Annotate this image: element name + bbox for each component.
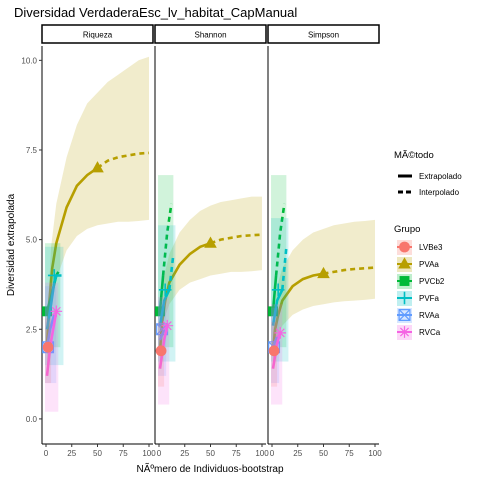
x-tick-label: 0 [157,449,162,458]
y-axis-label: Diversidad extrapolada [6,193,17,296]
extrapolated-line [158,275,165,312]
y-tick-label: 10.0 [21,56,37,65]
series-pvaa [271,219,376,369]
extrapolated-line [271,272,324,351]
group-legend-label: PVFa [419,294,440,303]
x-tick-label: 0 [270,449,275,458]
observed-point [268,345,280,357]
observed-point [155,306,165,317]
group-legend-key-marker [398,309,411,321]
facet-strip-label: Shannon [194,31,226,40]
facet-panel-riqueza: Riqueza 0 25 50 75 100 0.0 2.5 5.0 7.5 10.0 [21,24,156,458]
y-tick-label: 5.0 [26,236,38,245]
interpolated-line [210,233,263,245]
x-tick-label: 25 [180,449,189,458]
x-tick-label: 50 [93,449,102,458]
extrapolated-line [158,241,211,351]
ci-ribbon [45,286,57,384]
facet-strip-label: Simpson [308,31,339,40]
facet-strip [267,24,380,44]
x-tick-label: 50 [206,449,215,458]
group-legend-key-marker [399,276,410,286]
x-tick-label: 100 [142,449,156,458]
extrapolated-line [271,289,284,326]
group-legend-key-marker [398,326,411,338]
x-tick-label: 25 [293,449,302,458]
x-axis-label: NÃºmero de Individuos-bootstrap [136,462,283,475]
group-legend-key-marker [398,257,411,269]
facet-strip [154,24,267,44]
group-legend-label: RVAa [419,311,440,320]
observed-point [268,306,278,317]
observed-point [204,236,217,248]
method-legend-label: Interpolado [419,188,460,197]
y-tick-label: 7.5 [26,146,38,155]
observed-point [271,283,285,297]
observed-point [155,345,167,357]
y-tick-label: 2.5 [26,325,38,334]
observed-point [42,306,52,317]
facet-panel-simpson: Simpson 0 25 50 75 100 [267,24,382,458]
series-lvbe3 [42,318,54,384]
group-legend-key-marker [399,241,410,253]
method-legend-label: Extrapolado [419,172,462,181]
facet-panel-shannon: Shannon 0 25 50 75 100 [154,24,269,458]
series-pvfa [158,225,176,362]
extrapolated-line [271,332,282,369]
facet-strip [41,24,154,44]
extrapolated-line [158,289,171,326]
x-tick-label: 100 [368,449,382,458]
extrapolated-line [271,275,278,312]
x-tick-label: 50 [319,449,328,458]
observed-point [47,269,61,282]
series-pvcb2 [155,175,174,348]
observed-point [50,305,63,318]
x-tick-label: 25 [67,449,76,458]
observed-point [158,283,172,297]
series-pvfa [271,218,289,362]
series-pvaa [158,196,263,369]
series-lvbe3 [155,322,167,387]
interpolated-line [281,246,288,290]
observed-point [91,161,104,173]
x-tick-label: 0 [44,449,49,458]
facet-strip-label: Riqueza [83,31,113,40]
x-tick-label: 100 [255,449,269,458]
series-lvbe3 [268,322,280,387]
group-legend-label: LVBe3 [419,243,443,252]
chart-title: Diversidad VerdaderaEsc_lv_habitat_CapMa… [14,5,297,20]
panels-layer: Riqueza 0 25 50 75 100 0.0 2.5 5.0 7.5 10.0 Shannon… [21,24,382,458]
ci-ribbon [273,219,375,369]
x-tick-label: 75 [232,449,241,458]
group-legend-label: PVAa [419,260,439,269]
x-tick-label: 75 [345,449,354,458]
legend-layer: MÃ©todo Extrapolado Interpolado Grupo LVBe3 P… [394,150,462,340]
observed-point [317,266,330,279]
observed-point [274,326,287,339]
x-tick-label: 75 [119,449,128,458]
y-tick-label: 0.0 [26,415,38,424]
observed-point [42,341,54,353]
group-legend-key-marker [398,291,411,305]
series-pvcb2 [268,175,287,348]
group-legend-title: Grupo [394,224,420,235]
method-legend-title: MÃ©todo [394,150,434,161]
group-legend-label: RVCa [419,328,441,337]
ci-ribbon [47,56,149,369]
group-legend-label: PVCb2 [419,277,445,286]
ci-ribbon [160,196,262,369]
interpolated-line [168,253,175,290]
interpolated-line [96,151,150,169]
series-rvaa [156,300,169,376]
extrapolated-line [158,325,169,369]
observed-point [161,319,174,332]
